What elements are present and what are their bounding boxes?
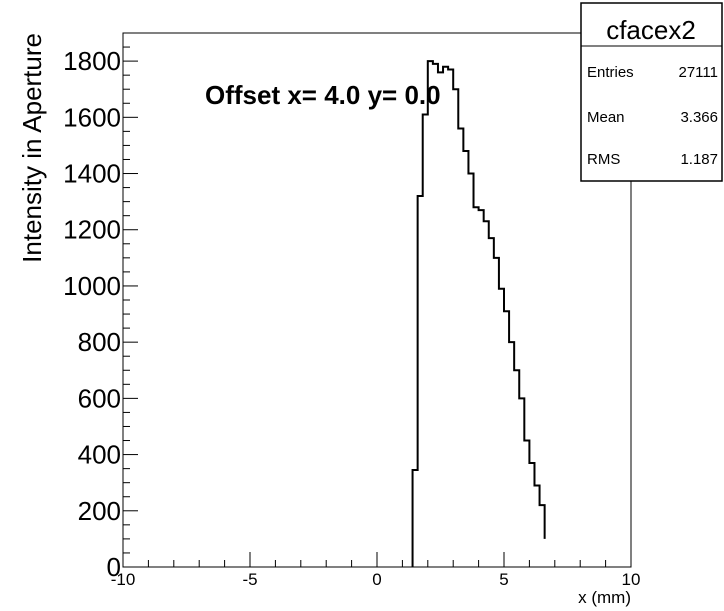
x-axis-ticks: -10 -5 0 5 10 xyxy=(111,552,641,589)
x-tick-label: -5 xyxy=(242,570,257,589)
y-tick-label: 800 xyxy=(78,327,121,357)
y-tick-label: 1000 xyxy=(63,271,121,301)
stats-mean-label: Mean xyxy=(587,109,625,126)
x-tick-label: 10 xyxy=(622,570,641,589)
x-tick-label: -10 xyxy=(111,570,136,589)
x-tick-label: 0 xyxy=(372,570,381,589)
y-tick-label: 400 xyxy=(78,440,121,470)
stats-rms-label: RMS xyxy=(587,151,620,168)
y-tick-label: 1400 xyxy=(63,159,121,189)
y-tick-label: 0 xyxy=(107,552,121,582)
x-tick-label: 5 xyxy=(499,570,508,589)
stats-rms-value: 1.187 xyxy=(680,151,718,168)
y-tick-label: 1800 xyxy=(63,46,121,76)
y-tick-label: 600 xyxy=(78,383,121,413)
stats-box: cfacex2 Entries 27111 Mean 3.366 RMS 1.1… xyxy=(580,2,723,182)
stats-box-frame xyxy=(580,2,723,182)
y-tick-label: 1200 xyxy=(63,215,121,245)
stats-mean-value: 3.366 xyxy=(680,109,718,126)
y-tick-label: 200 xyxy=(78,496,121,526)
y-axis-ticks: 0 200 400 600 800 1000 1200 1400 1600 1800 xyxy=(63,32,138,582)
stats-entries-value: 27111 xyxy=(679,64,719,81)
y-tick-label: 1600 xyxy=(63,102,121,132)
chart-title: Offset x= 4.0 y= 0.0 xyxy=(205,80,441,110)
stats-entries-label: Entries xyxy=(587,64,634,81)
stats-box-name: cfacex2 xyxy=(606,15,696,45)
y-axis-label: Intensity in Aperture xyxy=(17,33,47,263)
histogram-series xyxy=(411,60,546,567)
x-axis-label: x (mm) xyxy=(578,588,631,607)
